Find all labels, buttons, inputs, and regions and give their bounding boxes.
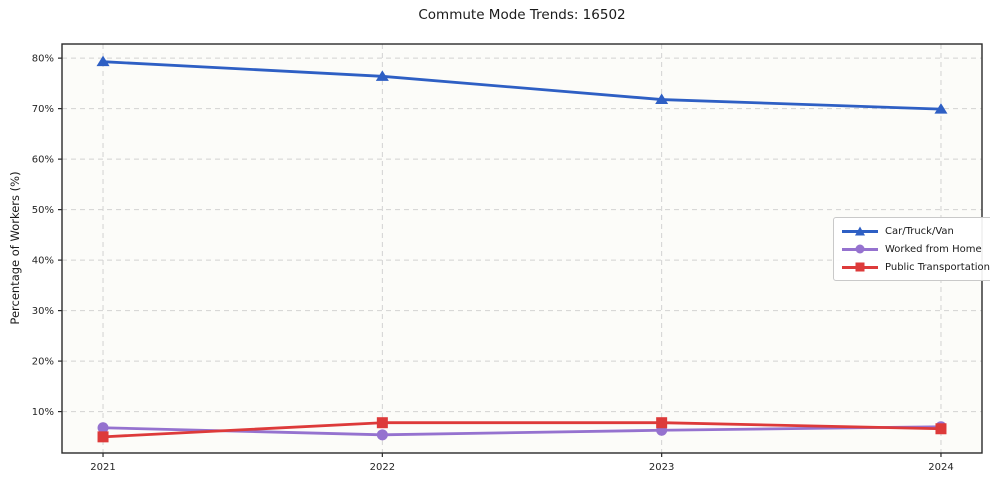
legend-swatch bbox=[842, 243, 878, 255]
data-point-marker bbox=[656, 417, 668, 429]
y-tick-label: 20% bbox=[32, 357, 54, 368]
y-tick-label: 10% bbox=[32, 407, 54, 418]
data-point-marker bbox=[935, 423, 947, 435]
circle-marker-icon bbox=[855, 244, 865, 254]
data-point-marker bbox=[376, 429, 388, 441]
y-tick-label: 50% bbox=[32, 205, 54, 216]
legend: Car/Truck/Van Worked from Home Public Tran… bbox=[833, 217, 990, 281]
legend-item: Worked from Home bbox=[842, 242, 990, 256]
plot-area bbox=[62, 44, 982, 453]
square-marker-icon bbox=[855, 262, 865, 272]
data-point-marker bbox=[97, 431, 109, 443]
tick-marks bbox=[58, 57, 942, 457]
data-point-marker bbox=[96, 55, 110, 67]
legend-label: Car/Truck/Van bbox=[885, 225, 954, 237]
legend-item: Car/Truck/Van bbox=[842, 224, 990, 238]
chart-title: Commute Mode Trends: 16502 bbox=[418, 7, 626, 23]
data-point-marker bbox=[376, 417, 388, 429]
series-line-2 bbox=[101, 425, 943, 437]
x-tick-label: 2024 bbox=[928, 462, 953, 473]
legend-label: Worked from Home bbox=[885, 243, 982, 255]
y-tick-label: 40% bbox=[32, 256, 54, 267]
y-tick-label: 80% bbox=[32, 54, 54, 65]
series-line-3 bbox=[101, 421, 943, 439]
x-tick-label: 2021 bbox=[90, 462, 115, 473]
data-point-marker bbox=[375, 70, 389, 81]
legend-swatch bbox=[842, 225, 878, 237]
y-tick-label: 30% bbox=[32, 306, 54, 317]
legend-item: Public Transportation bbox=[842, 260, 990, 274]
data-point-marker bbox=[934, 103, 948, 114]
series-line-1 bbox=[101, 60, 943, 111]
legend-swatch bbox=[842, 261, 878, 273]
y-tick-label: 60% bbox=[32, 155, 54, 166]
y-tick-label: 70% bbox=[32, 104, 54, 115]
data-point-marker bbox=[97, 422, 109, 434]
x-tick-label: 2023 bbox=[649, 462, 674, 473]
gridlines bbox=[62, 44, 982, 453]
x-tick-label: 2022 bbox=[370, 462, 395, 473]
triangle-marker-icon bbox=[855, 226, 865, 236]
data-point-marker bbox=[655, 93, 669, 105]
legend-label: Public Transportation bbox=[885, 261, 990, 273]
